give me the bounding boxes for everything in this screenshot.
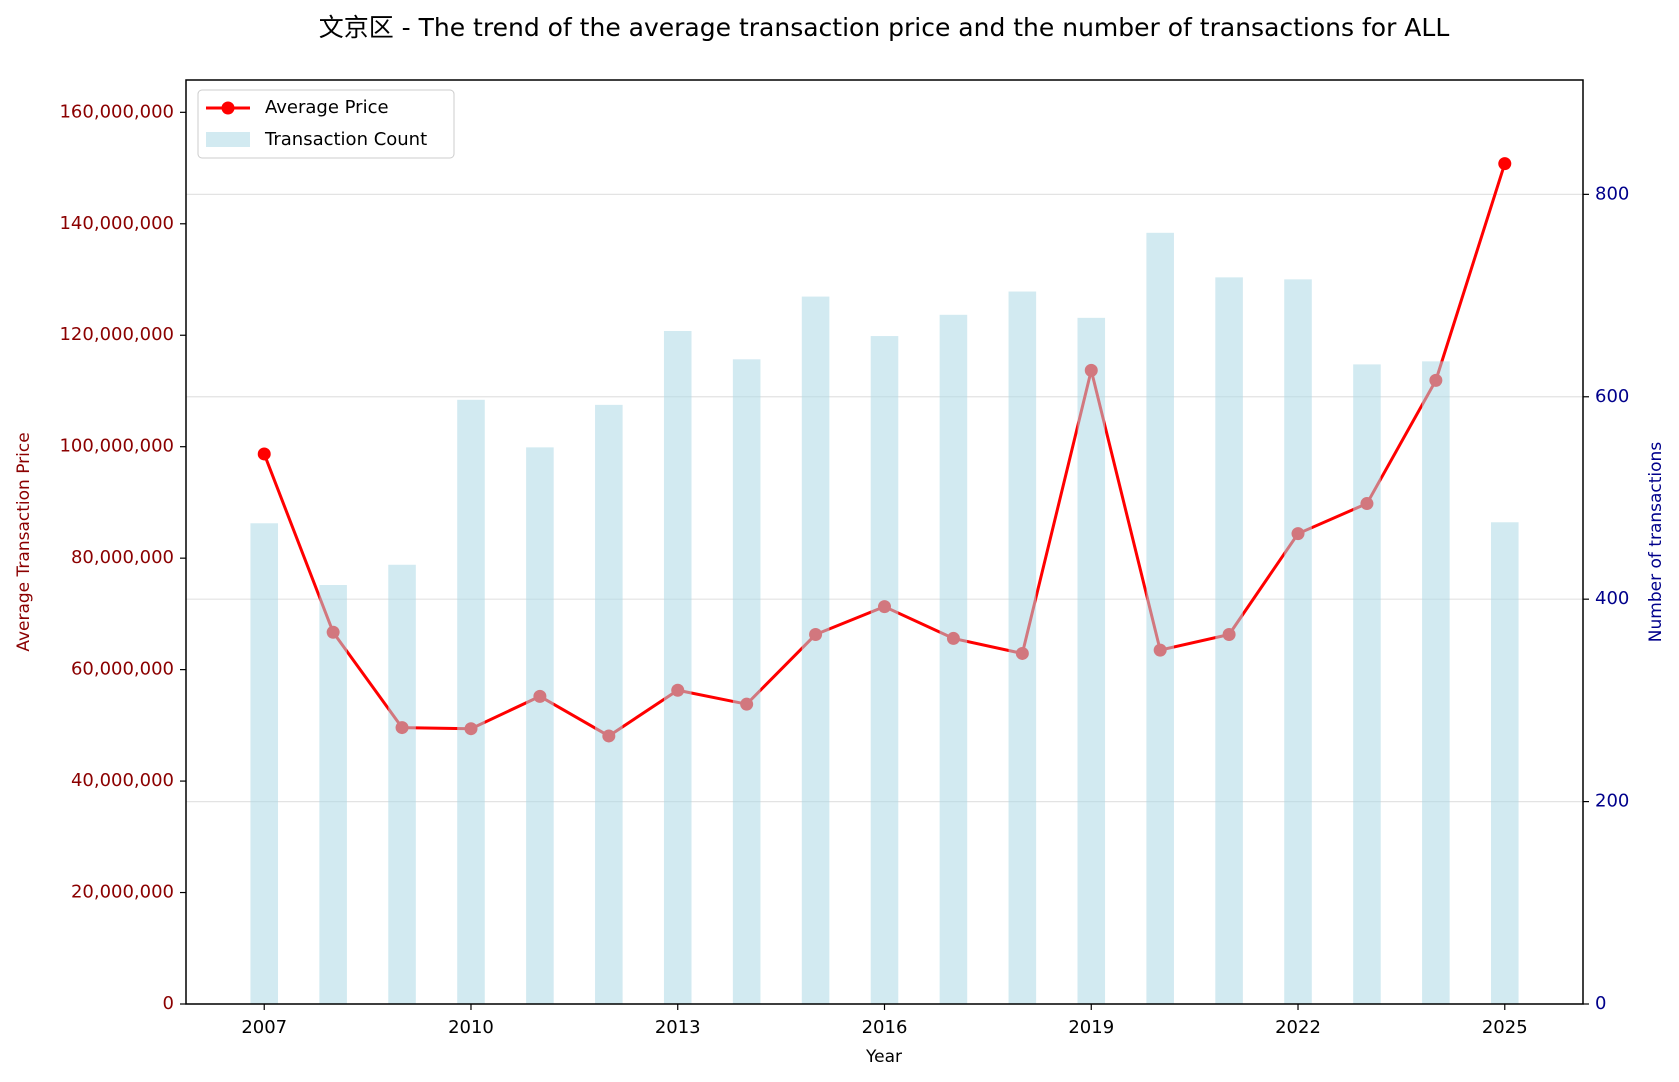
y-tick-label: 80,000,000 [71, 547, 174, 568]
count-bar [319, 585, 347, 1004]
x-tick-label: 2013 [655, 1017, 701, 1038]
y-tick-label: 20,000,000 [71, 882, 174, 903]
price-marker [257, 447, 271, 461]
y2-tick-label: 200 [1595, 791, 1629, 812]
y-tick-label: 0 [163, 993, 174, 1014]
y2-tick-label: 0 [1595, 993, 1606, 1014]
count-bar [595, 404, 623, 1005]
count-bar [939, 314, 968, 1004]
count-bar [801, 296, 830, 1004]
count-bar [1422, 361, 1450, 1005]
x-tick-label: 2010 [448, 1017, 494, 1038]
x-tick-label: 2016 [862, 1017, 908, 1038]
count-bar [388, 564, 416, 1004]
count-bar [250, 523, 279, 1004]
y2-tick-label: 400 [1595, 588, 1629, 609]
count-bar [732, 359, 761, 1004]
count-bar [663, 330, 692, 1005]
count-bar [1008, 291, 1037, 1004]
x-tick-label: 2025 [1482, 1017, 1528, 1038]
x-tick-label: 2019 [1068, 1017, 1114, 1038]
count-bar [870, 336, 899, 1004]
x-tick-label: 2007 [241, 1017, 287, 1038]
count-bar [457, 399, 485, 1004]
count-bar [526, 447, 554, 1004]
legend-label: Transaction Count [264, 129, 427, 150]
price-marker [1498, 157, 1512, 171]
legend-swatch [206, 132, 250, 147]
legend-box [197, 89, 455, 159]
y-tick-label: 60,000,000 [71, 659, 174, 680]
count-bar [1215, 277, 1243, 1005]
y2-tick-label: 800 [1595, 183, 1629, 204]
x-axis-label: Year [865, 1047, 902, 1067]
count-bar [1490, 522, 1519, 1004]
x-tick-label: 2022 [1275, 1017, 1321, 1038]
y2-tick-label: 600 [1595, 386, 1629, 407]
y-tick-label: 160,000,000 [59, 101, 174, 122]
legend-swatch [221, 101, 235, 115]
count-bar [1353, 364, 1381, 1005]
y-tick-label: 120,000,000 [59, 324, 174, 345]
y-axis-label: Average Transaction Price [14, 432, 34, 651]
chart-title: 文京区 - The trend of the average transacti… [319, 13, 1450, 42]
count-bar [1077, 317, 1106, 1005]
count-bar [1284, 279, 1312, 1004]
y-tick-label: 40,000,000 [71, 770, 174, 791]
y2-axis-label: Number of transactions [1646, 442, 1666, 643]
y-tick-label: 100,000,000 [59, 436, 174, 457]
legend-label: Average Price [265, 97, 389, 118]
y-tick-label: 140,000,000 [59, 213, 174, 234]
count-bar [1146, 232, 1174, 1004]
